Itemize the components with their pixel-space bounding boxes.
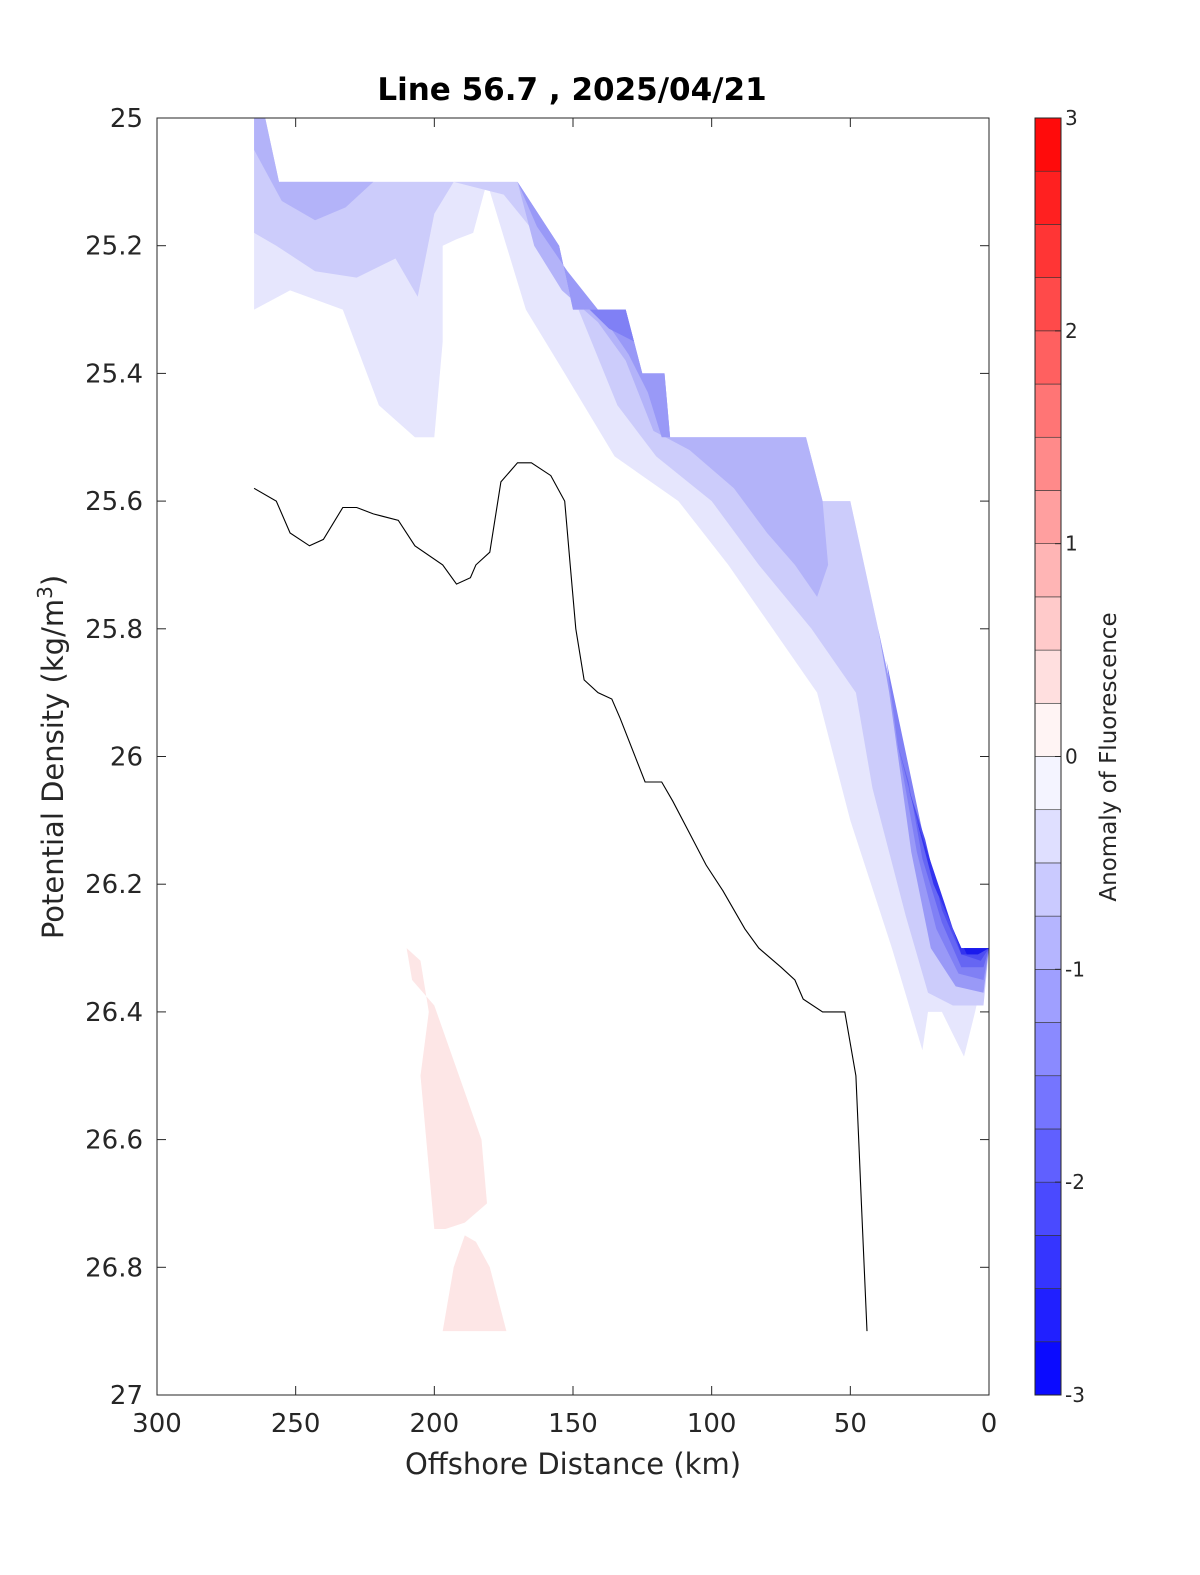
colorbar-segment [1034,1075,1062,1130]
y-tick-label: 25.8 [85,615,143,645]
colorbar-segment [1034,809,1062,864]
y-tick-label: 25.4 [85,359,143,389]
colorbar-segment [1034,702,1062,757]
y-axis-label: Potential Density (kg/m3) [33,575,70,939]
contour-fill-layer [254,118,990,1332]
x-tick-label: 100 [687,1409,737,1439]
contour-region-4 [517,181,671,438]
colorbar-tick-label: -1 [1065,957,1085,981]
x-axis: 300 250 200 150 100 50 0 [132,118,997,1439]
colorbar-tick-label: -3 [1065,1383,1085,1407]
chart-title: Line 56.7 , 2025/04/21 [377,72,766,108]
colorbar-segment [1034,224,1062,278]
y-axis-label-tail: ) [36,575,70,586]
zero-contour-layer [253,462,868,1332]
x-tick-label: 250 [271,1409,321,1439]
contour-region-0 [254,118,990,1057]
colorbar-segment [1034,383,1062,438]
x-tick-label: 0 [981,1409,998,1439]
y-axis: 25 25.2 25.4 25.6 25.8 26 26.2 26.4 26.6 26.8 27 [85,104,989,1411]
colorbar-segment [1034,1288,1062,1343]
colorbar-tick-label: 3 [1065,106,1078,130]
colorbar-segment [1034,436,1062,491]
zero-contour-line [253,462,868,1332]
x-tick-label: 300 [132,1409,182,1439]
y-tick-label: 27 [110,1381,143,1411]
y-axis-label-sup: 3 [33,586,57,599]
x-tick-label: 150 [548,1409,598,1439]
colorbar-segment [1034,543,1062,598]
colorbar-segment [1034,1341,1062,1396]
y-tick-label: 25 [110,104,143,134]
colorbar-segment [1034,649,1062,704]
colorbar: -3 -2 -1 0 1 2 3 [1034,106,1085,1407]
y-tick-label: 26 [110,743,143,773]
contour-region-7 [886,660,989,980]
y-tick-label: 25.6 [85,487,143,517]
colorbar-segment [1034,596,1062,651]
colorbar-segment [1034,1128,1062,1183]
colorbar-segment [1034,170,1062,225]
y-axis-label-main: Potential Density (kg/m [36,599,70,939]
colorbar-segment [1034,1022,1062,1077]
y-tick-label: 26.8 [85,1253,143,1283]
y-tick-label: 26.6 [85,1126,143,1156]
colorbar-tick-label: 1 [1065,532,1078,556]
contour-region-11 [964,948,989,955]
contour-region-12 [406,948,487,1229]
colorbar-segment [1034,862,1062,917]
colorbar-segment [1034,490,1062,544]
contour-region-3 [517,181,829,597]
x-tick-label: 200 [410,1409,460,1439]
x-tick-label: 50 [834,1409,867,1439]
colorbar-tick-label: -2 [1065,1170,1085,1194]
x-axis-label: Offshore Distance (km) [405,1447,741,1481]
colorbar-segment [1034,117,1062,172]
colorbar-segment [1034,277,1062,332]
colorbar-segment [1034,330,1062,385]
y-tick-label: 26.2 [85,870,143,900]
colorbar-segment [1034,1235,1062,1289]
colorbar-segment [1034,1181,1062,1236]
colorbar-tick-label: 0 [1065,745,1078,769]
colorbar-segment [1034,969,1062,1023]
contour-region-13 [442,1235,507,1332]
colorbar-segment [1034,915,1062,970]
contour-region-2 [254,118,374,221]
colorbar-tick-label: 2 [1065,319,1078,343]
y-tick-label: 25.2 [85,232,143,262]
contour-region-5 [573,309,634,342]
colorbar-label: Anomaly of Fluorescence [1096,612,1122,901]
contour-region-8 [897,743,989,968]
colorbar-segment [1034,756,1062,811]
y-tick-label: 26.4 [85,998,143,1028]
